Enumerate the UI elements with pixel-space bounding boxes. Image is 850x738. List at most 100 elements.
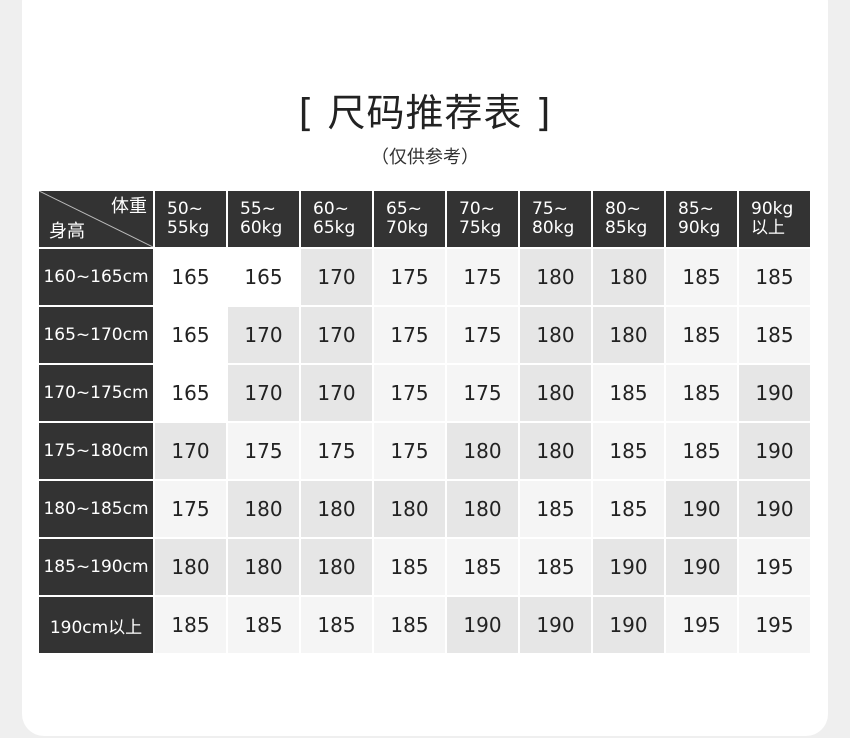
column-header-line: 65~ — [386, 199, 422, 219]
size-cell: 170 — [228, 307, 299, 363]
column-header-line: 50~ — [167, 199, 203, 219]
column-header: 70~ 75kg — [447, 191, 518, 247]
size-cell: 185 — [155, 597, 226, 653]
size-cell: 185 — [228, 597, 299, 653]
page-title: [ 尺码推荐表 ] — [298, 91, 552, 135]
size-cell: 185 — [666, 423, 737, 479]
size-cell: 170 — [228, 365, 299, 421]
size-cell: 180 — [447, 423, 518, 479]
size-cell: 190 — [666, 481, 737, 537]
size-cell: 180 — [520, 249, 591, 305]
size-cell: 180 — [228, 539, 299, 595]
weight-label: 体重 — [111, 196, 147, 217]
size-cell: 175 — [301, 423, 372, 479]
column-header-line: 60~ — [313, 199, 349, 219]
table-row: 170~175cm 165 170 170 175 175 180 185 185 190 — [39, 365, 810, 421]
size-cell: 180 — [301, 539, 372, 595]
column-header: 90kg 以上 — [739, 191, 810, 247]
size-cell: 185 — [666, 249, 737, 305]
column-header-line: 90kg — [751, 199, 794, 219]
size-cell: 185 — [739, 249, 810, 305]
size-cell: 175 — [155, 481, 226, 537]
size-cell: 185 — [593, 481, 664, 537]
size-cell: 175 — [228, 423, 299, 479]
column-header-line: 80~ — [605, 199, 641, 219]
size-cell: 175 — [374, 365, 445, 421]
column-header-line: 以上 — [751, 218, 785, 238]
size-cell: 195 — [739, 597, 810, 653]
row-header: 190cm以上 — [39, 597, 153, 653]
size-cell: 190 — [739, 423, 810, 479]
size-cell: 185 — [593, 365, 664, 421]
column-header: 55~ 60kg — [228, 191, 299, 247]
size-cell: 190 — [593, 539, 664, 595]
row-header: 180~185cm — [39, 481, 153, 537]
corner-header: 体重 身高 — [39, 191, 153, 247]
table-row: 180~185cm 175 180 180 180 180 185 185 190 190 — [39, 481, 810, 537]
size-cell: 180 — [301, 481, 372, 537]
column-header-line: 55kg — [167, 218, 210, 238]
size-cell: 175 — [447, 307, 518, 363]
size-cell: 185 — [374, 539, 445, 595]
size-cell: 185 — [520, 539, 591, 595]
size-cell: 180 — [520, 423, 591, 479]
column-header: 60~ 65kg — [301, 191, 372, 247]
size-cell: 180 — [520, 365, 591, 421]
column-header-line: 80kg — [532, 218, 575, 238]
size-cell: 190 — [666, 539, 737, 595]
column-header: 85~ 90kg — [666, 191, 737, 247]
column-header: 65~ 70kg — [374, 191, 445, 247]
column-header: 75~ 80kg — [520, 191, 591, 247]
size-cell: 185 — [301, 597, 372, 653]
size-cell: 180 — [593, 307, 664, 363]
size-cell: 185 — [666, 307, 737, 363]
size-cell: 175 — [447, 249, 518, 305]
row-header: 170~175cm — [39, 365, 153, 421]
size-cell: 185 — [447, 539, 518, 595]
column-header-line: 60kg — [240, 218, 283, 238]
column-header-line: 70kg — [386, 218, 429, 238]
column-header-line: 75kg — [459, 218, 502, 238]
size-cell: 195 — [739, 539, 810, 595]
height-label: 身高 — [49, 221, 85, 242]
size-cell: 185 — [374, 597, 445, 653]
size-cell: 175 — [374, 249, 445, 305]
table-row: 190cm以上 185 185 185 185 190 190 190 195 195 — [39, 597, 810, 653]
size-cell: 175 — [374, 307, 445, 363]
row-header: 165~170cm — [39, 307, 153, 363]
column-header-line: 90kg — [678, 218, 721, 238]
page-subtitle: （仅供参考） — [371, 147, 479, 168]
size-cell: 190 — [739, 365, 810, 421]
size-cell: 180 — [155, 539, 226, 595]
size-cell: 170 — [301, 249, 372, 305]
size-cell: 185 — [739, 307, 810, 363]
table-row: 160~165cm 165 165 170 175 175 180 180 185 185 — [39, 249, 810, 305]
diagonal-divider — [39, 191, 153, 247]
size-cell: 165 — [155, 249, 226, 305]
size-cell: 195 — [666, 597, 737, 653]
row-header: 185~190cm — [39, 539, 153, 595]
size-cell: 180 — [593, 249, 664, 305]
size-cell: 175 — [447, 365, 518, 421]
size-cell: 185 — [593, 423, 664, 479]
column-header-line: 75~ — [532, 199, 568, 219]
size-cell: 190 — [739, 481, 810, 537]
size-cell: 165 — [155, 365, 226, 421]
size-table: 体重 身高 50~ 55kg 55~ 60kg 60~ 65kg 65~ 70kg 70~ 75k… — [37, 189, 812, 655]
size-cell: 165 — [155, 307, 226, 363]
column-header-line: 70~ — [459, 199, 495, 219]
size-cell: 190 — [520, 597, 591, 653]
size-cell: 170 — [301, 365, 372, 421]
column-header-line: 65kg — [313, 218, 356, 238]
size-cell: 180 — [374, 481, 445, 537]
table-row: 175~180cm 170 175 175 175 180 180 185 185 190 — [39, 423, 810, 479]
size-cell: 190 — [447, 597, 518, 653]
column-header: 80~ 85kg — [593, 191, 664, 247]
size-cell: 170 — [301, 307, 372, 363]
size-cell: 180 — [447, 481, 518, 537]
size-cell: 165 — [228, 249, 299, 305]
size-cell: 190 — [593, 597, 664, 653]
table-row: 165~170cm 165 170 170 175 175 180 180 185 185 — [39, 307, 810, 363]
column-header-line: 85kg — [605, 218, 648, 238]
size-cell: 185 — [520, 481, 591, 537]
